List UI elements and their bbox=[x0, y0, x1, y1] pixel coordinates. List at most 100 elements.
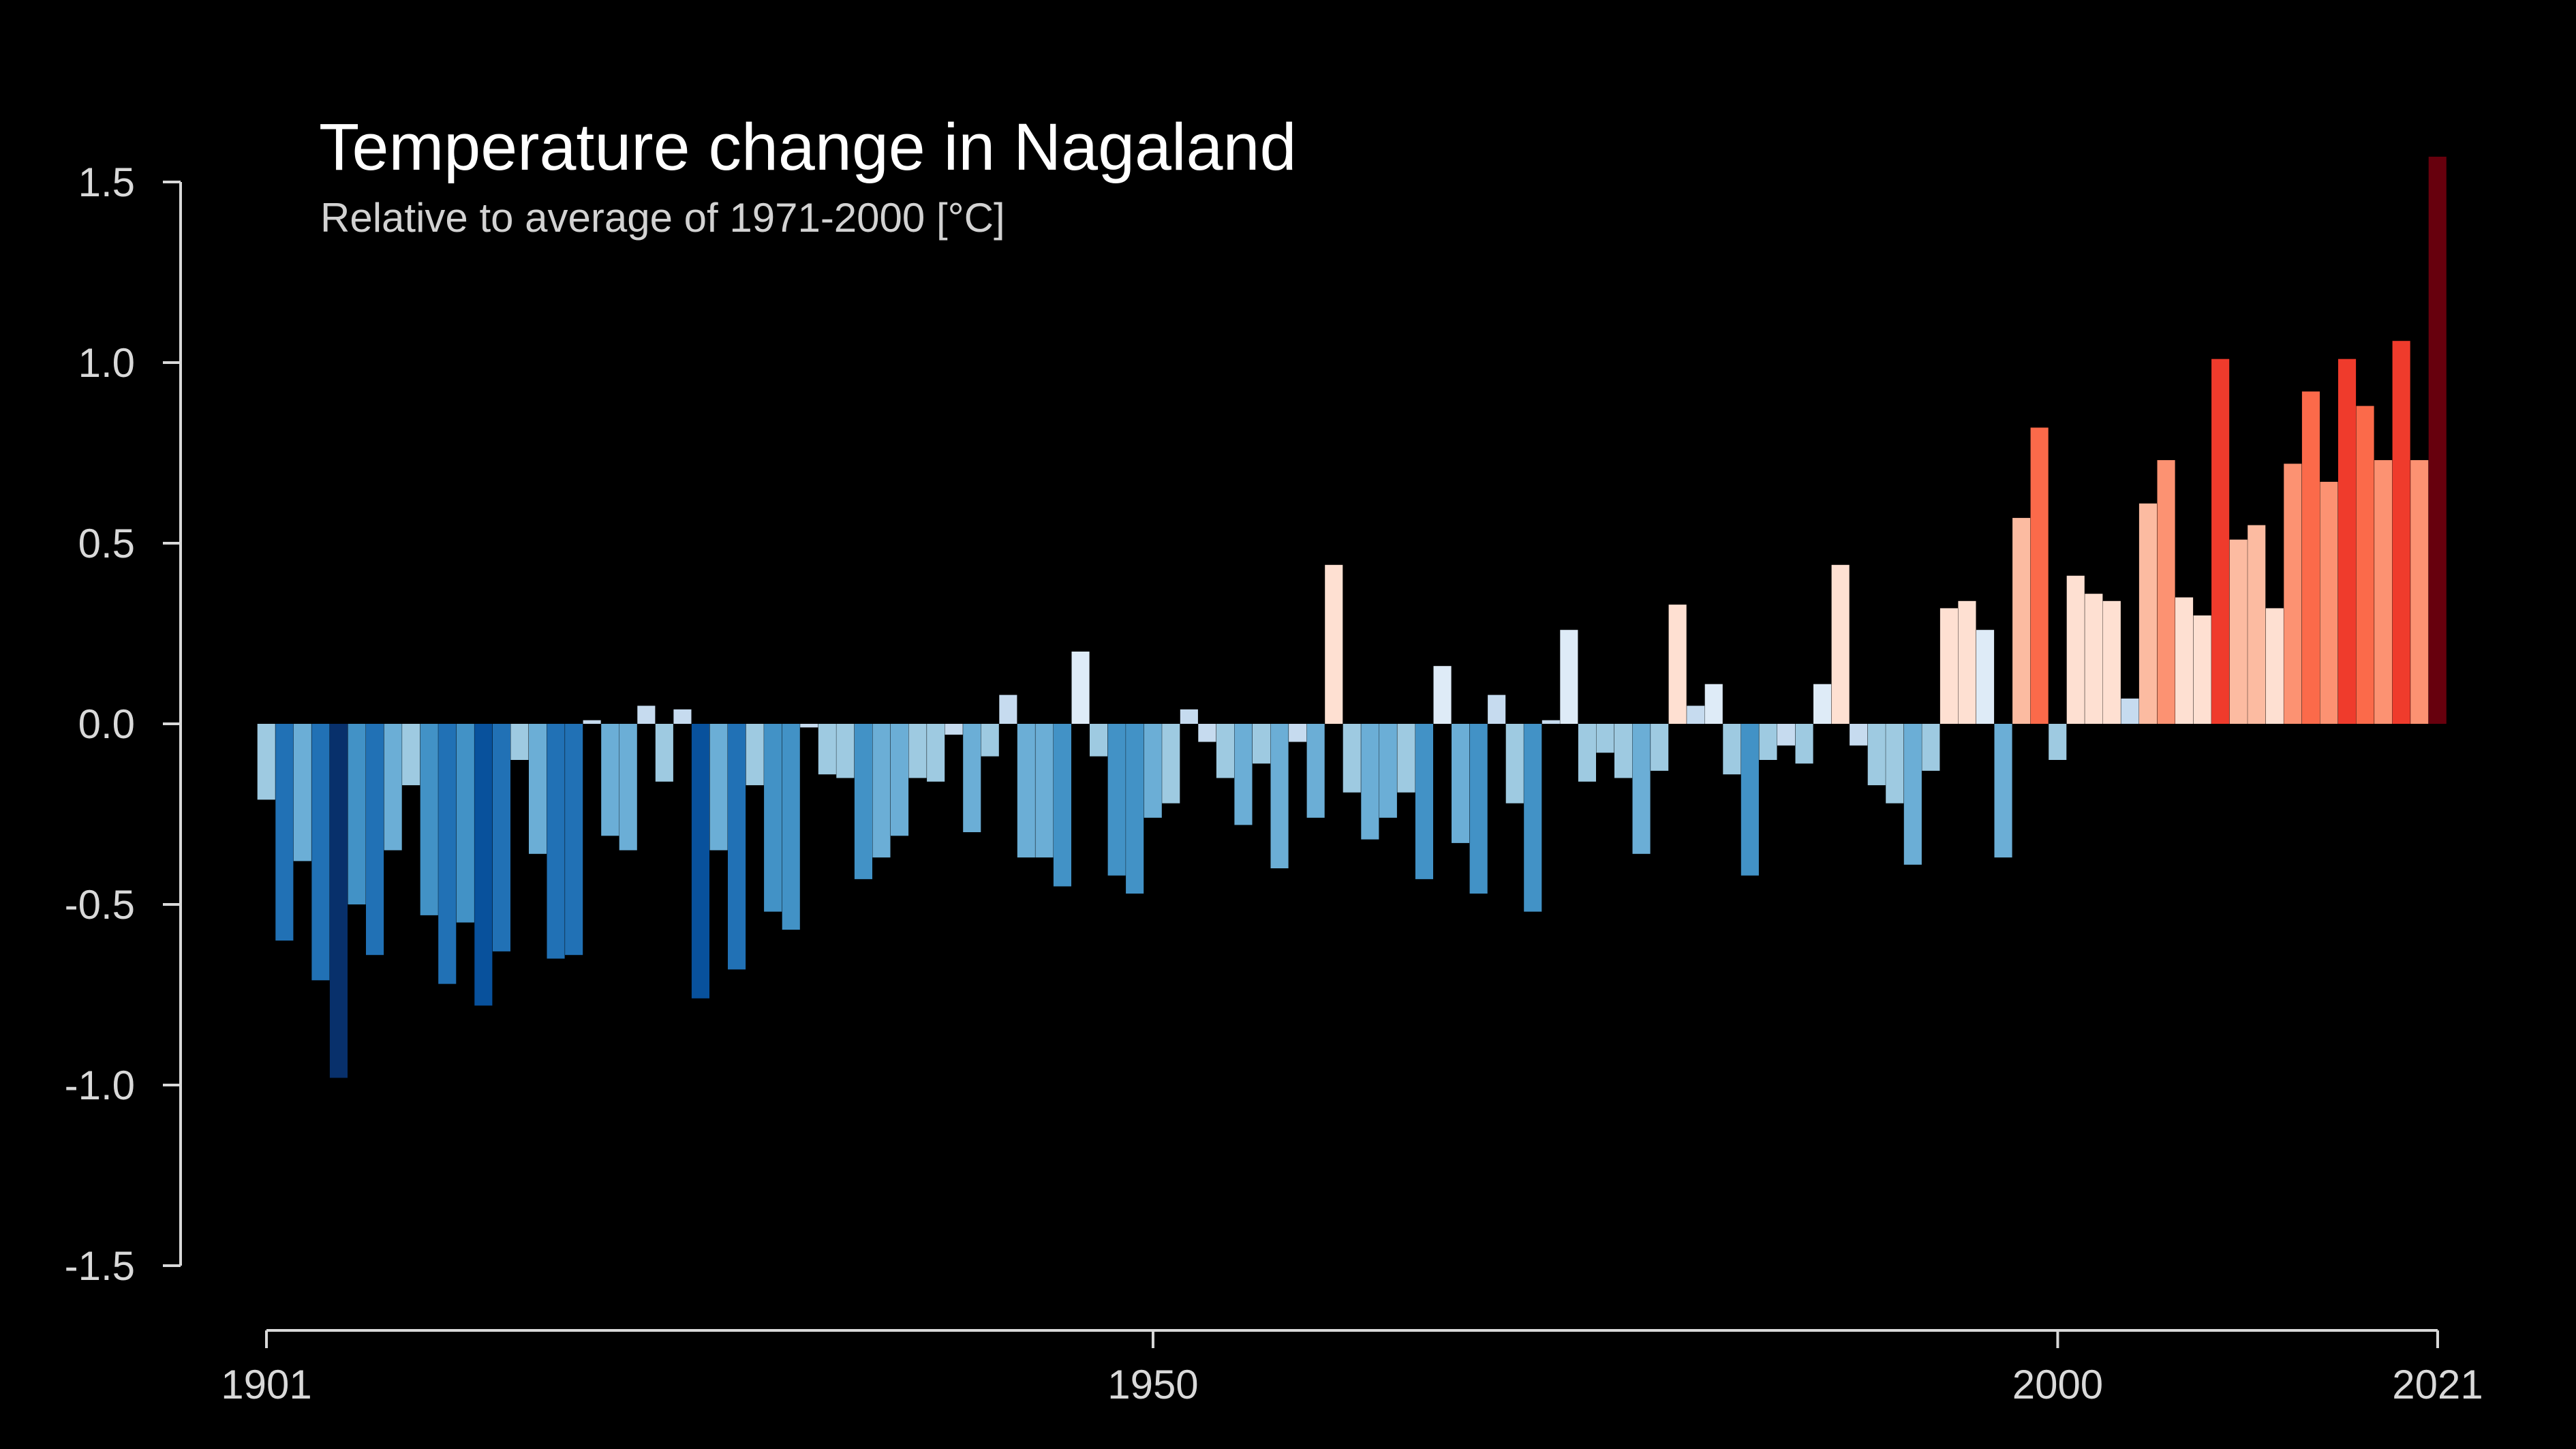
bar-1982 bbox=[1723, 724, 1741, 775]
bar-1977 bbox=[1632, 724, 1651, 854]
bar-1926 bbox=[709, 724, 728, 851]
bar-1936 bbox=[891, 724, 909, 836]
bar-1980 bbox=[1687, 705, 1705, 724]
bar-2019 bbox=[2392, 341, 2410, 724]
bar-1908 bbox=[384, 724, 402, 851]
bar-1901 bbox=[257, 724, 275, 800]
bar-1915 bbox=[510, 724, 529, 760]
bar-1987 bbox=[1813, 684, 1832, 724]
bar-1964 bbox=[1397, 724, 1415, 793]
bar-1993 bbox=[1922, 724, 1940, 771]
bar-1976 bbox=[1614, 724, 1633, 778]
bar-1986 bbox=[1795, 724, 1813, 764]
bar-1953 bbox=[1198, 724, 1216, 742]
bar-1973 bbox=[1560, 630, 1578, 724]
bar-1913 bbox=[474, 724, 493, 1006]
bar-1988 bbox=[1831, 564, 1850, 724]
bar-2020 bbox=[2410, 460, 2429, 724]
bar-1955 bbox=[1234, 724, 1253, 825]
bar-1995 bbox=[1958, 600, 1976, 724]
bar-1918 bbox=[565, 724, 583, 956]
bar-1966 bbox=[1433, 666, 1452, 724]
bar-2012 bbox=[2265, 608, 2284, 724]
y-tick-label: 0.5 bbox=[78, 521, 135, 566]
bar-1996 bbox=[1976, 630, 1995, 724]
bar-1999 bbox=[2030, 427, 2049, 724]
y-tick-label: 1.0 bbox=[78, 340, 135, 386]
bar-1934 bbox=[854, 724, 872, 879]
bar-1923 bbox=[655, 724, 673, 782]
bar-2007 bbox=[2175, 597, 2194, 724]
bar-1921 bbox=[619, 724, 637, 851]
bar-1912 bbox=[456, 724, 474, 923]
bar-1946 bbox=[1071, 652, 1090, 724]
bar-1958 bbox=[1289, 724, 1307, 742]
y-axis: 1.5 1.0 0.5 0.0 -0.5 -1.0 -1.5 bbox=[65, 159, 182, 1289]
bar-1952 bbox=[1180, 709, 1198, 724]
bar-1945 bbox=[1053, 724, 1071, 887]
bar-1990 bbox=[1867, 724, 1886, 786]
bar-1909 bbox=[402, 724, 420, 786]
bar-2008 bbox=[2193, 615, 2211, 724]
bar-1983 bbox=[1741, 724, 1759, 876]
bar-1978 bbox=[1651, 724, 1669, 771]
bar-1984 bbox=[1759, 724, 1777, 760]
bar-1975 bbox=[1596, 724, 1614, 753]
bar-1941 bbox=[981, 724, 999, 757]
y-tick-label: 0.0 bbox=[78, 701, 135, 747]
bar-1910 bbox=[420, 724, 438, 915]
bar-1906 bbox=[348, 724, 366, 904]
bar-1944 bbox=[1035, 724, 1054, 858]
bar-2002 bbox=[2085, 594, 2103, 724]
x-tick-label: 2000 bbox=[2012, 1362, 2103, 1407]
bar-2004 bbox=[2121, 698, 2139, 724]
x-axis: 1901 1950 2000 2021 bbox=[221, 1329, 2483, 1407]
bar-1905 bbox=[329, 724, 348, 1078]
bar-1985 bbox=[1777, 724, 1795, 746]
bar-2018 bbox=[2374, 460, 2393, 724]
bar-1902 bbox=[275, 724, 294, 941]
bars-layer bbox=[257, 156, 2447, 1078]
bar-1965 bbox=[1415, 724, 1433, 879]
bar-1911 bbox=[438, 724, 457, 984]
bar-1928 bbox=[746, 724, 764, 786]
bar-2000 bbox=[2049, 724, 2067, 760]
bar-1951 bbox=[1162, 724, 1180, 804]
bar-2003 bbox=[2102, 600, 2121, 724]
bar-1963 bbox=[1379, 724, 1397, 818]
bar-1930 bbox=[782, 724, 800, 930]
y-tick-label: -1.0 bbox=[65, 1063, 135, 1108]
y-tick-label: -0.5 bbox=[65, 882, 135, 928]
bar-1935 bbox=[872, 724, 891, 858]
bar-1970 bbox=[1505, 724, 1524, 804]
bar-1968 bbox=[1469, 724, 1488, 894]
bar-1920 bbox=[601, 724, 619, 836]
bar-1992 bbox=[1903, 724, 1922, 865]
bar-1940 bbox=[963, 724, 981, 832]
bar-1937 bbox=[908, 724, 927, 778]
bar-1972 bbox=[1542, 720, 1560, 724]
bar-2021 bbox=[2428, 156, 2447, 724]
bar-2011 bbox=[2248, 525, 2266, 724]
bar-1942 bbox=[999, 695, 1017, 724]
bar-1933 bbox=[836, 724, 855, 778]
chart-subtitle: Relative to average of 1971-2000 [°C] bbox=[320, 195, 1005, 241]
bar-1981 bbox=[1704, 684, 1723, 724]
bar-2010 bbox=[2229, 539, 2248, 724]
bar-1919 bbox=[583, 720, 601, 724]
bar-1949 bbox=[1126, 724, 1144, 894]
bar-2013 bbox=[2284, 463, 2302, 724]
chart-title: Temperature change in Nagaland bbox=[319, 110, 1297, 184]
bar-1917 bbox=[547, 724, 565, 959]
bar-1957 bbox=[1270, 724, 1289, 868]
bar-2006 bbox=[2157, 460, 2175, 724]
bar-2005 bbox=[2138, 503, 2157, 724]
bar-2017 bbox=[2356, 406, 2374, 724]
bar-1924 bbox=[673, 709, 692, 724]
bar-1927 bbox=[728, 724, 746, 970]
bar-1925 bbox=[691, 724, 709, 998]
x-tick-label: 1950 bbox=[1107, 1362, 1198, 1407]
bar-1922 bbox=[637, 705, 656, 724]
bar-2014 bbox=[2301, 391, 2320, 724]
